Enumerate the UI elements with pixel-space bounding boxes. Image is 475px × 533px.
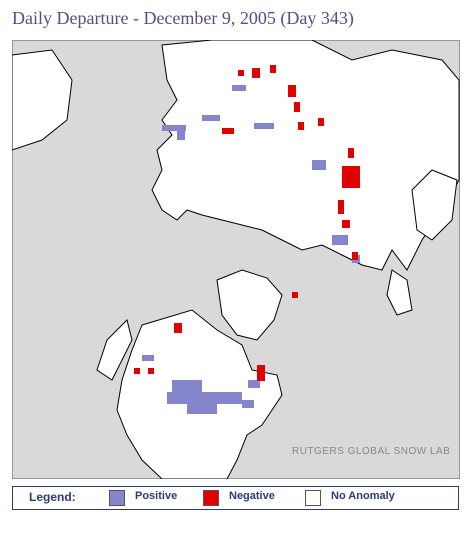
legend-swatch: [305, 490, 321, 506]
legend-swatch: [203, 490, 219, 506]
snow-map: RUTGERS GLOBAL SNOW LAB: [12, 40, 460, 479]
legend-swatch: [109, 490, 125, 506]
legend: Legend: Positive Negative No Anomaly: [12, 486, 459, 510]
legend-title: Legend:: [29, 490, 76, 504]
legend-label: No Anomaly: [331, 490, 395, 502]
page-title: Daily Departure - December 9, 2005 (Day …: [12, 8, 354, 28]
legend-label: Negative: [229, 490, 275, 502]
map-credit: RUTGERS GLOBAL SNOW LAB: [292, 446, 450, 457]
legend-label: Positive: [135, 490, 178, 502]
anomaly-cells: [134, 65, 360, 414]
